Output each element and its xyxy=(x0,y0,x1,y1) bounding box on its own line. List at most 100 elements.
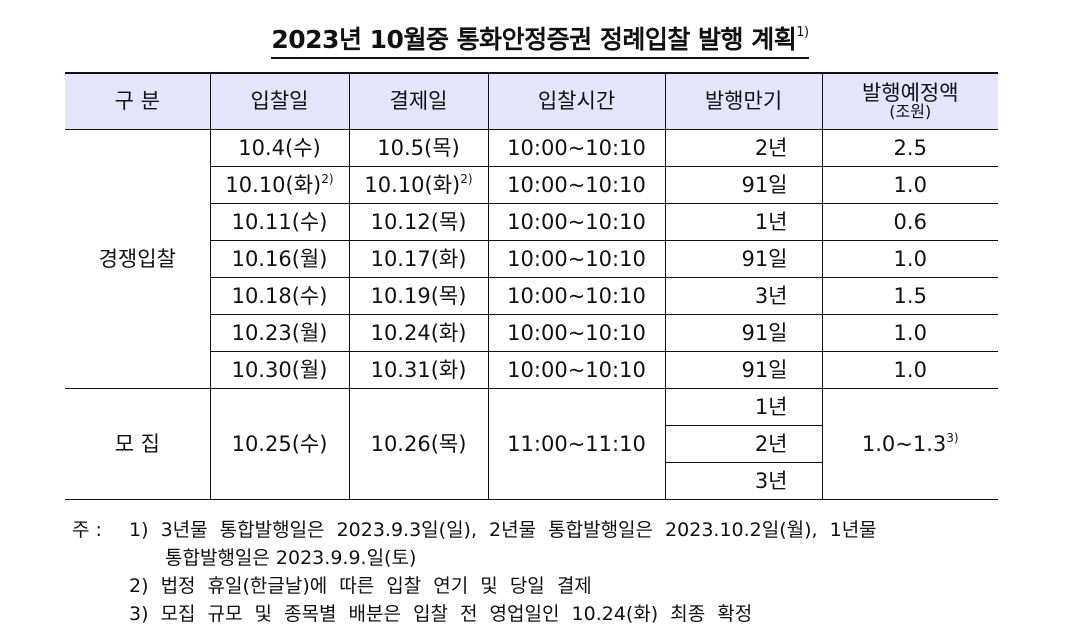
settle-date-cell: 10.31(화) xyxy=(348,351,489,389)
note-text: 3년물 통합발행일은 2023.9.3일(일), 2년물 통합발행일은 2023… xyxy=(160,519,877,541)
header-category: 구 분 xyxy=(65,72,211,130)
maturity-cell: 91일 xyxy=(664,240,823,278)
header-bid-date: 입찰일 xyxy=(209,72,350,130)
settle-date: 10.5(목) xyxy=(377,135,460,160)
table-row-subscription: 모 집 10.25(수) 10.26(목) 11:00~11:10 1년 1.0… xyxy=(65,388,998,500)
title-text: 2023년 10월중 통화안정증권 정례입찰 발행 계획 xyxy=(271,25,797,54)
note-line: 주 : 1) 3년물 통합발행일은 2023.9.3일(일), 2년물 통합발행… xyxy=(72,516,1012,544)
maturity-cell: 3년 xyxy=(665,462,822,500)
footnotes: 주 : 1) 3년물 통합발행일은 2023.9.3일(일), 2년물 통합발행… xyxy=(72,516,1012,628)
amount-cell: 1.0 xyxy=(821,314,998,352)
settle-date-cell: 10.12(목) xyxy=(348,203,489,241)
header-amount-label: 발행예정액 xyxy=(861,81,959,106)
header-settle-date: 결제일 xyxy=(348,72,489,130)
settle-date-cell: 10.5(목) xyxy=(348,129,489,167)
settle-date-cell: 10.10(화)2) xyxy=(348,166,489,204)
table-row: 10.16(월) 10.17(화) 10:00~10:10 91일 1.0 xyxy=(65,240,998,278)
settle-date: 10.31(화) xyxy=(370,357,467,382)
bid-date-cell: 10.10(화)2) xyxy=(210,166,350,204)
title-text-wrap: 2023년 10월중 통화안정증권 정례입찰 발행 계획1) xyxy=(271,20,809,59)
issuance-plan-table: 구 분 입찰일 결제일 입찰시간 발행만기 발행예정액 (조원) 경쟁입찰 10.… xyxy=(65,72,998,500)
bid-time-cell: 11:00~11:10 xyxy=(487,388,666,500)
settle-date-cell: 10.19(목) xyxy=(348,277,489,315)
bid-time-cell: 10:00~10:10 xyxy=(487,203,666,241)
note-number: 1) xyxy=(129,519,149,541)
maturity-cell: 91일 xyxy=(664,166,823,204)
note-number: 3) xyxy=(129,603,149,625)
bid-time-cell: 10:00~10:10 xyxy=(487,277,666,315)
note-continuation: 통합발행일은 2023.9.9.일(토) xyxy=(165,547,417,569)
bid-time-cell: 10:00~10:10 xyxy=(487,314,666,352)
amount-cell: 1.0~1.33) xyxy=(821,388,998,500)
page-title: 2023년 10월중 통화안정증권 정례입찰 발행 계획1) xyxy=(0,20,1080,59)
maturity-cell: 91일 xyxy=(664,351,823,389)
bid-date: 10.18(수) xyxy=(231,283,328,308)
table-row: 10.18(수) 10.19(목) 10:00~10:10 3년 1.5 xyxy=(65,277,998,315)
header-bid-time: 입찰시간 xyxy=(487,72,666,130)
settle-date: 10.19(목) xyxy=(370,283,467,308)
bid-time-cell: 10:00~10:10 xyxy=(487,351,666,389)
note-item: 3) 모집 규모 및 종목별 배분은 입찰 전 영업일인 10.24(화) 최종… xyxy=(129,600,752,628)
maturity-cell: 2년 xyxy=(665,425,822,463)
footnote-mark: 2) xyxy=(321,172,334,187)
bid-date-cell: 10.11(수) xyxy=(210,203,350,241)
bid-date: 10.16(월) xyxy=(231,246,328,271)
note-line: 2) 법정 휴일(한글날)에 따른 입찰 연기 및 당일 결제 xyxy=(72,572,1012,600)
note-line: 통합발행일은 2023.9.9.일(토) xyxy=(72,544,1012,572)
bid-date-cell: 10.18(수) xyxy=(210,277,350,315)
table-row-subscription: 2년 xyxy=(65,425,998,463)
header-amount-unit: (조원) xyxy=(889,102,932,122)
note-line: 3) 모집 규모 및 종목별 배분은 입찰 전 영업일인 10.24(화) 최종… xyxy=(72,600,1012,628)
bid-date: 10.4(수) xyxy=(238,135,321,160)
maturity-cell: 1년 xyxy=(664,388,823,426)
bid-date: 10.23(월) xyxy=(231,320,328,345)
table-row: 경쟁입찰 10.4(수) 10.5(목) 10:00~10:10 2년 2.5 xyxy=(65,129,998,389)
settle-date: 10.24(화) xyxy=(370,320,467,345)
footnote-mark: 3) xyxy=(946,431,959,446)
bid-date-cell: 10.23(월) xyxy=(210,314,350,352)
note-text: 법정 휴일(한글날)에 따른 입찰 연기 및 당일 결제 xyxy=(160,575,592,597)
maturity-cell: 1년 xyxy=(664,203,823,241)
note-item: 2) 법정 휴일(한글날)에 따른 입찰 연기 및 당일 결제 xyxy=(129,572,592,600)
settle-date-cell: 10.26(목) xyxy=(348,388,489,500)
table-row-subscription: 3년 xyxy=(65,462,998,500)
amount-cell: 1.5 xyxy=(821,277,998,315)
bid-time-cell: 10:00~10:10 xyxy=(487,129,666,167)
maturity-cell: 91일 xyxy=(664,314,823,352)
header-amount: 발행예정액 (조원) xyxy=(821,72,998,130)
bid-time-cell: 10:00~10:10 xyxy=(487,166,666,204)
bid-date-cell: 10.25(수) xyxy=(209,388,350,500)
header-row: 구 분 입찰일 결제일 입찰시간 발행만기 발행예정액 (조원) xyxy=(65,72,998,130)
header-maturity: 발행만기 xyxy=(664,72,823,130)
bid-date: 10.11(수) xyxy=(231,209,328,234)
settle-date: 10.10(화) xyxy=(364,173,461,198)
bid-time-cell: 10:00~10:10 xyxy=(487,240,666,278)
maturity-cell: 2년 xyxy=(664,129,823,167)
amount-cell: 1.0 xyxy=(821,351,998,389)
settle-date-cell: 10.24(화) xyxy=(348,314,489,352)
amount-cell: 1.0 xyxy=(821,166,998,204)
bid-date: 10.10(화) xyxy=(225,173,322,198)
settle-date: 10.12(목) xyxy=(370,209,467,234)
bid-date: 10.30(월) xyxy=(231,357,328,382)
bid-date-cell: 10.16(월) xyxy=(210,240,350,278)
settle-date-cell: 10.17(화) xyxy=(348,240,489,278)
note-item: 1) 3년물 통합발행일은 2023.9.3일(일), 2년물 통합발행일은 2… xyxy=(129,516,877,544)
bid-date-cell: 10.30(월) xyxy=(210,351,350,389)
amount-cell: 0.6 xyxy=(821,203,998,241)
footnote-mark: 2) xyxy=(460,172,473,187)
settle-date: 10.17(화) xyxy=(370,246,467,271)
bid-date-cell: 10.4(수) xyxy=(209,129,350,167)
maturity-cell: 3년 xyxy=(664,277,823,315)
category-subscription: 모 집 xyxy=(65,388,211,500)
table-row: 10.10(화)2) 10.10(화)2) 10:00~10:10 91일 1.… xyxy=(65,166,998,204)
note-text: 모집 규모 및 종목별 배분은 입찰 전 영업일인 10.24(화) 최종 확정 xyxy=(160,603,753,625)
amount-cell: 2.5 xyxy=(821,129,998,167)
amount-cell: 1.0 xyxy=(821,240,998,278)
notes-label: 주 : xyxy=(72,519,102,541)
note-number: 2) xyxy=(129,575,149,597)
amount: 1.0~1.3 xyxy=(861,432,947,457)
title-footnote-mark: 1) xyxy=(796,25,809,40)
table-row: 10.30(월) 10.31(화) 10:00~10:10 91일 1.0 xyxy=(65,351,998,389)
category-competitive: 경쟁입찰 xyxy=(65,129,211,389)
